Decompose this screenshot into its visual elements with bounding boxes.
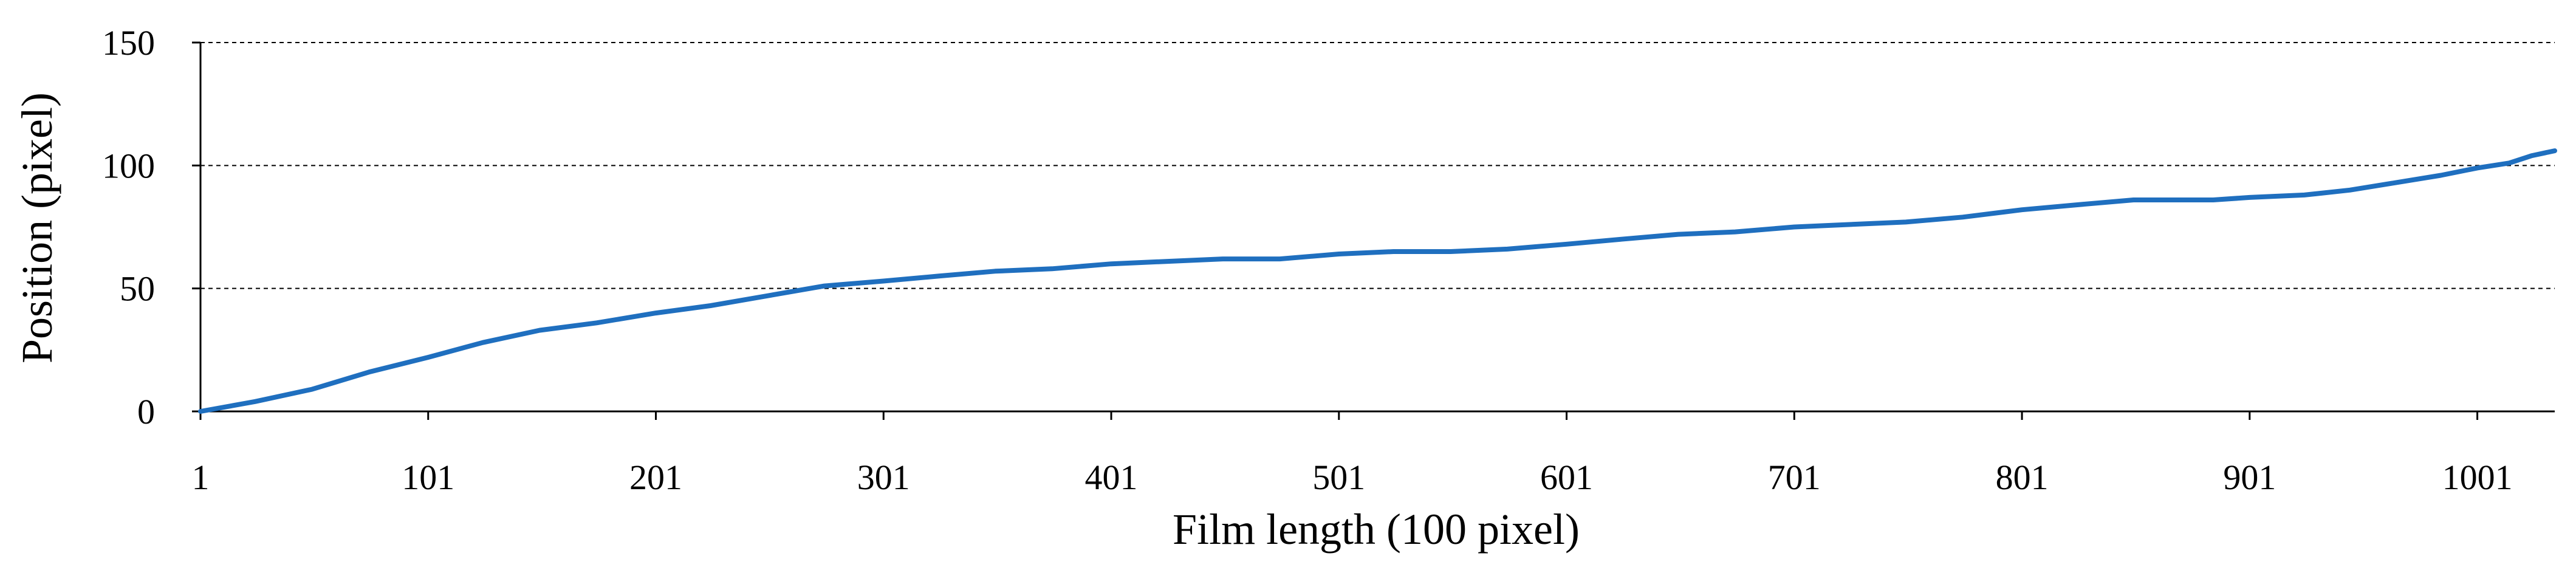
data-point bbox=[1903, 219, 1908, 224]
data-point bbox=[1733, 230, 1738, 235]
data-point bbox=[2507, 160, 2512, 165]
data-point bbox=[366, 369, 371, 374]
data-point bbox=[481, 340, 485, 345]
data-point bbox=[594, 320, 599, 325]
series-line-0 bbox=[198, 148, 2557, 414]
y-axis-title: Position (pixel) bbox=[13, 92, 61, 363]
data-point bbox=[2475, 165, 2480, 170]
data-point bbox=[1337, 252, 1341, 256]
data-point bbox=[426, 355, 431, 360]
data-point bbox=[1391, 249, 1396, 254]
y-tick-label: 50 bbox=[120, 269, 155, 309]
data-point bbox=[2131, 197, 2136, 202]
data-point bbox=[1109, 261, 1114, 266]
x-tick-label: 701 bbox=[1768, 458, 1821, 497]
data-point bbox=[822, 284, 827, 289]
data-point bbox=[1846, 222, 1851, 227]
x-tick-label: 1001 bbox=[2442, 458, 2513, 497]
x-tick-label: 401 bbox=[1085, 458, 1138, 497]
data-point bbox=[1163, 259, 1168, 264]
x-tick-label: 1 bbox=[192, 458, 210, 497]
data-point bbox=[1221, 256, 1225, 261]
data-point bbox=[1619, 237, 1623, 242]
data-point bbox=[2439, 173, 2444, 178]
data-point bbox=[936, 273, 940, 278]
data-point bbox=[2552, 148, 2557, 153]
data-point bbox=[881, 279, 886, 284]
data-point bbox=[2302, 193, 2307, 197]
data-point bbox=[654, 311, 659, 315]
data-point bbox=[1448, 249, 1453, 254]
y-tick-label: 100 bbox=[102, 146, 155, 185]
tick-labels: 0 50 100 150 1 101 201 301 401 501 601 701 801 901 100… bbox=[102, 23, 2513, 497]
data-point bbox=[1564, 242, 1569, 247]
data-point bbox=[2393, 180, 2398, 185]
gridlines bbox=[200, 42, 2555, 289]
x-tick-label: 901 bbox=[2223, 458, 2276, 497]
data-point bbox=[2074, 202, 2079, 207]
data-point bbox=[2177, 197, 2182, 202]
data-point bbox=[198, 409, 203, 414]
data-point bbox=[708, 303, 713, 308]
x-tick-label: 601 bbox=[1540, 458, 1593, 497]
data-point bbox=[2247, 195, 2252, 200]
data-point bbox=[2211, 197, 2216, 202]
data-point bbox=[253, 399, 258, 404]
series-layer bbox=[198, 148, 2557, 414]
axes bbox=[192, 41, 2555, 420]
x-tick-label: 301 bbox=[857, 458, 910, 497]
y-tick-label: 0 bbox=[137, 392, 155, 431]
data-point bbox=[537, 328, 542, 332]
data-point bbox=[765, 294, 770, 298]
x-axis-title: Film length (100 pixel) bbox=[1173, 505, 1580, 554]
y-tick-label: 150 bbox=[102, 23, 155, 63]
data-point bbox=[2019, 207, 2024, 212]
data-point bbox=[2530, 153, 2535, 158]
data-point bbox=[1792, 225, 1797, 229]
data-point bbox=[993, 269, 998, 273]
data-point bbox=[310, 387, 315, 392]
data-point bbox=[2348, 188, 2352, 193]
x-tick-label: 501 bbox=[1312, 458, 1365, 497]
data-point bbox=[1050, 266, 1055, 271]
x-tick-label: 801 bbox=[1996, 458, 2049, 497]
data-point bbox=[1505, 247, 1510, 252]
data-point bbox=[1277, 256, 1282, 261]
data-point bbox=[1676, 232, 1680, 237]
x-tick-label: 201 bbox=[629, 458, 682, 497]
x-tick-label: 101 bbox=[402, 458, 454, 497]
data-point bbox=[1961, 215, 1965, 219]
